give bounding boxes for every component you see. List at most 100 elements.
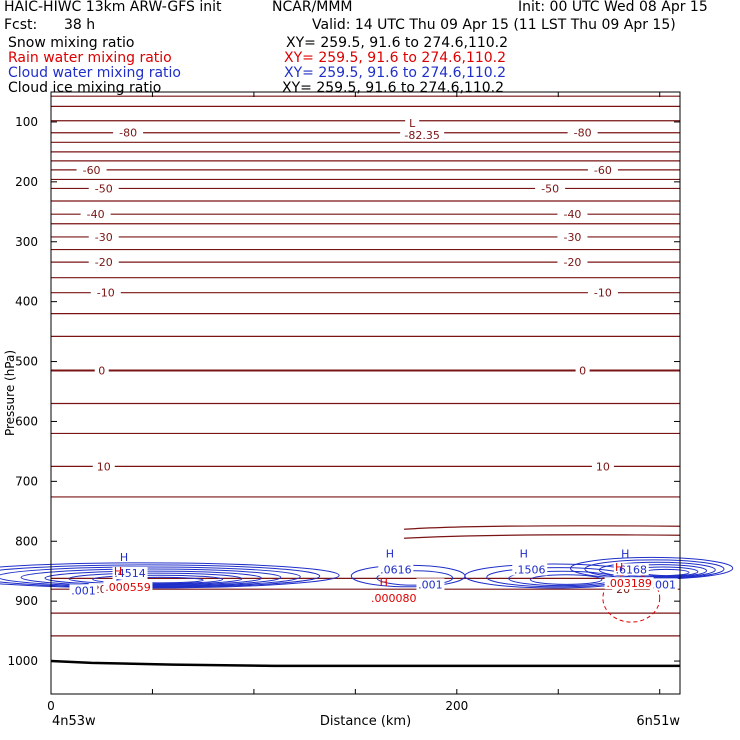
cloud-water-contour <box>584 559 725 579</box>
cloud-water-layer <box>0 556 734 589</box>
cloud-water-max-bg <box>613 563 649 576</box>
isotherm-label-bg <box>557 208 588 221</box>
y-tick-label: 1000 <box>7 654 38 668</box>
cloud-water-contour <box>642 568 690 577</box>
cloud-water-max-marker: H <box>520 547 528 560</box>
isotherm-label-bg <box>591 460 614 473</box>
cloud-water-contour <box>68 572 243 585</box>
isotherm-label-bg <box>80 208 111 221</box>
isotherm-label: -50 <box>95 182 113 195</box>
rain-max-marker: H <box>615 561 623 574</box>
isotherm-label-bg <box>76 163 107 176</box>
y-tick-label: 200 <box>15 175 38 189</box>
isotherm-label: -80 <box>574 127 592 140</box>
isotherm-label: -50 <box>541 182 559 195</box>
rain-max-value: .000559 <box>105 581 151 594</box>
isotherm-label: 10 <box>97 460 111 473</box>
cloud-water-max-value: .0616 <box>380 563 412 576</box>
isotherm-label-bg <box>535 182 566 195</box>
cloud-water-contour-label: .001 <box>71 584 96 597</box>
field-xy-rain: XY= 259.5, 91.6 to 274.6,110.2 <box>284 50 507 66</box>
cloud-water-max-bg <box>512 563 548 576</box>
isotherm-label-bg <box>113 126 144 139</box>
isotherm-label-bg <box>575 364 590 377</box>
isotherm-label-bg <box>88 256 119 269</box>
cloud-water-contour <box>116 576 204 584</box>
isotherm-label: -60 <box>83 164 101 177</box>
field-name-cloud-water: Cloud water mixing ratio <box>8 65 181 81</box>
temperature-min-marker: L <box>409 117 416 130</box>
cloud-water-contour <box>598 561 716 579</box>
cloud-water-max-marker: H <box>386 547 394 560</box>
field-name-rain: Rain water mixing ratio <box>8 50 172 66</box>
cloud-water-max-bg <box>378 563 414 576</box>
isotherm-label-bg <box>88 182 119 195</box>
ground-layer <box>50 659 680 668</box>
isotherm-label-bg <box>92 460 115 473</box>
y-tick-label: 700 <box>15 474 38 488</box>
y-tick-label: 900 <box>15 594 38 608</box>
ground-surface-line <box>50 659 680 668</box>
isotherm-label: -60 <box>594 164 612 177</box>
temperature-min-value-bg <box>400 128 445 141</box>
y-tick-label: 300 <box>15 235 38 249</box>
institution-label: NCAR/MMM <box>272 0 353 15</box>
isotherm-label: -30 <box>563 231 581 244</box>
isotherm-label-bg <box>557 230 588 243</box>
isotherm-label: -30 <box>95 231 113 244</box>
isotherm-label: -10 <box>594 287 612 300</box>
temperature-min-bg <box>405 116 420 129</box>
cloud-water-max-value: .6168 <box>615 563 647 576</box>
isotherm-label-bg <box>94 364 109 377</box>
y-tick-label: 800 <box>15 534 38 548</box>
rain-max-marker: H <box>114 565 122 578</box>
rain-max-value: .000080 <box>371 592 417 605</box>
y-tick-label: 600 <box>15 414 38 428</box>
isotherm-label: -40 <box>87 208 105 221</box>
isotherm-label-bg <box>587 163 618 176</box>
rain-water-contour <box>602 573 661 623</box>
rain-max-value: .003189 <box>606 577 652 590</box>
x-axis-title: Distance (km) <box>320 714 411 729</box>
cloud-water-label-bg <box>416 578 445 591</box>
rain-max-bg <box>369 592 419 605</box>
cloud-water-max-value: .4514 <box>114 567 146 580</box>
field-xy-snow: XY= 259.5, 91.6 to 274.6,110.2 <box>286 35 509 51</box>
isotherm-label: -80 <box>119 127 137 140</box>
cloud-water-contour <box>376 570 454 586</box>
cloud-water-max-value: .1506 <box>514 563 546 576</box>
field-name-snow: Snow mixing ratio <box>8 35 135 51</box>
x-tick-label: 200 <box>445 699 468 713</box>
isotherm-label: -10 <box>97 287 115 300</box>
cloud-water-max-marker: H <box>621 547 629 560</box>
isotherm-label: -20 <box>563 256 581 269</box>
cloud-water-max-bg <box>112 567 148 580</box>
isotherm-label: -20 <box>95 256 113 269</box>
cloud-water-max-marker: H <box>120 551 128 564</box>
cloud-water-contour <box>92 574 224 585</box>
cloud-water-contour <box>44 570 262 586</box>
init-time: Init: 00 UTC Wed 08 Apr 15 <box>518 0 708 15</box>
isotherm-label: 0 <box>579 365 586 378</box>
forecast-hours: 38 h <box>64 17 96 33</box>
cloud-water-label-bg <box>69 584 98 597</box>
rain-max-bg <box>103 580 153 593</box>
contour-label-layer: -80 -80 -60 -60 -50 -50 -40 -40 -30 -30 -20 -20 -10 -… <box>69 116 678 605</box>
cloud-water-contour-label: .001 <box>652 578 677 591</box>
y-tick-label: 100 <box>15 115 38 129</box>
isotherm-label-bg <box>90 286 121 299</box>
valid-time: Valid: 14 UTC Thu 09 Apr 15 (11 LST Thu … <box>312 17 676 33</box>
y-tick-label: 500 <box>15 355 38 369</box>
x-start-location: 4n53w <box>52 714 96 729</box>
isotherm-label: 10 <box>596 460 610 473</box>
isotherm-label: -40 <box>563 208 581 221</box>
rain-layer <box>602 573 661 623</box>
isotherm-line <box>404 534 681 539</box>
y-axis-title: Pressure (hPa) <box>3 350 17 436</box>
plot-title: HAIC-HIWC 13km ARW-GFS init <box>4 0 222 15</box>
isotherm-label: 0 <box>98 365 105 378</box>
field-xy-cloud-water: XY= 259.5, 91.6 to 274.6,110.2 <box>284 65 507 81</box>
y-tick-label: 400 <box>15 295 38 309</box>
temperature-min-value: -82.35 <box>404 129 439 142</box>
